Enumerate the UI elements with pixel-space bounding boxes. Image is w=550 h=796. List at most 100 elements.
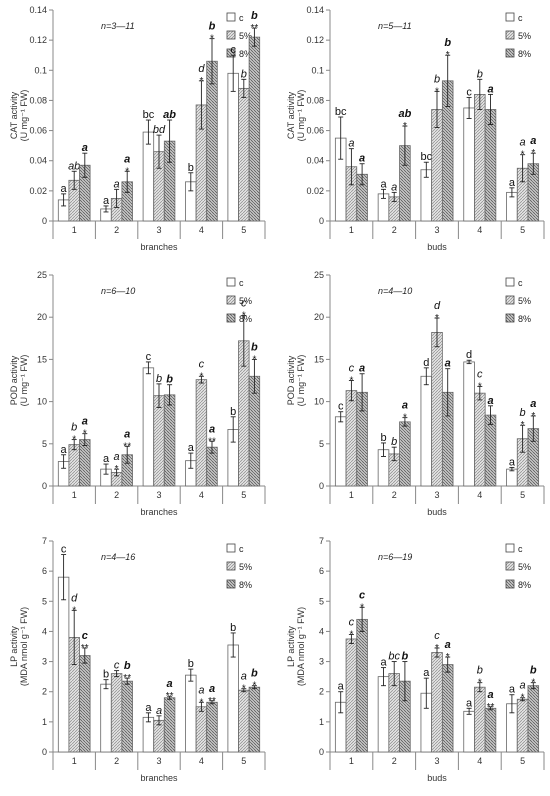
significance-star: * <box>521 693 525 704</box>
group-letter: c <box>477 368 483 380</box>
x-tick-label: 1 <box>349 490 354 500</box>
y-tick-label: 0.06 <box>29 126 47 136</box>
bar <box>163 697 176 753</box>
bar <box>227 644 239 753</box>
group-letter: d <box>466 349 472 361</box>
bar <box>68 444 80 487</box>
bar <box>57 576 70 753</box>
bar <box>153 395 165 487</box>
x-tick-label: 2 <box>114 756 119 766</box>
bar <box>516 698 529 753</box>
bar <box>431 331 443 487</box>
group-letter: d <box>71 592 78 604</box>
y-tick-label: 0.04 <box>306 156 324 166</box>
group-letter: a <box>167 678 173 690</box>
bar <box>206 60 218 222</box>
bar <box>79 439 91 487</box>
bar <box>163 394 176 487</box>
y-axis-label-line: (U mg⁻¹ FW) <box>19 355 29 407</box>
bar <box>121 680 133 753</box>
y-tick-label: 20 <box>37 312 47 322</box>
n-label: n=3—11 <box>101 21 135 31</box>
panel-bottom-left: 0 1 2 3 4 5 6 7 LP activity(MDA nmol g⁻¹ FW) 1 2 3 4… <box>9 536 266 783</box>
y-tick-label: 15 <box>314 354 324 364</box>
legend-label: c <box>239 278 244 288</box>
y-axis-label-line: (MDA nmol g⁻¹ FW) <box>296 607 306 686</box>
y-tick-label: 25 <box>37 270 47 280</box>
x-tick-label: 4 <box>199 490 204 500</box>
bar <box>356 618 368 753</box>
group-letter: a <box>487 83 493 95</box>
significance-star: * <box>115 464 119 475</box>
legend-swatch <box>226 579 236 589</box>
group-letter: a <box>445 639 451 651</box>
y-tick-label: 0.06 <box>306 126 324 136</box>
significance-star: * <box>403 121 407 132</box>
y-tick-label: 10 <box>37 397 47 407</box>
x-tick-label: 4 <box>477 490 482 500</box>
group-letter: b <box>71 422 77 434</box>
legend-label: 5% <box>518 296 531 306</box>
n-label: n=6—10 <box>101 286 135 296</box>
group-letter: a <box>82 142 88 154</box>
y-tick-label: 3 <box>42 657 47 667</box>
y-tick-label: 0.14 <box>29 5 47 15</box>
bar <box>238 689 250 753</box>
x-tick-label: 4 <box>199 756 204 766</box>
y-tick-label: 0 <box>319 216 324 226</box>
group-letter: a <box>348 138 354 150</box>
significance-star: * <box>435 86 439 97</box>
group-letter: b <box>230 406 236 418</box>
group-letter: c <box>230 44 236 56</box>
significance-star: * <box>242 311 246 322</box>
y-tick-label: 2 <box>42 687 47 697</box>
y-axis-label-line: (U mg⁻¹ FW) <box>19 90 29 142</box>
group-letter: c <box>338 401 344 413</box>
legend-swatch <box>226 295 236 305</box>
group-letter: b <box>391 436 397 448</box>
y-axis-label-line: CAT activity <box>286 91 296 139</box>
group-letter: c <box>199 358 205 370</box>
x-tick-label: 3 <box>434 490 439 500</box>
bar <box>463 107 475 222</box>
legend-swatch <box>226 30 236 40</box>
bar <box>420 375 433 487</box>
y-tick-label: 5 <box>42 596 47 606</box>
x-axis-label: buds <box>427 242 447 252</box>
x-axis-label: branches <box>140 507 178 517</box>
significance-star: * <box>446 50 450 61</box>
y-tick-label: 3 <box>319 657 324 667</box>
group-letter: a <box>61 444 68 456</box>
group-letter: a <box>509 684 516 696</box>
group-letter: c <box>146 351 152 363</box>
significance-star: * <box>531 148 535 159</box>
group-letter: b <box>520 407 526 419</box>
bar <box>463 710 475 753</box>
y-tick-label: 5 <box>319 439 324 449</box>
bar <box>195 379 208 487</box>
bar <box>474 94 486 222</box>
bar <box>206 701 218 753</box>
legend-label: c <box>239 13 244 23</box>
x-axis-label: buds <box>427 507 447 517</box>
group-letter: a <box>209 423 215 435</box>
y-axis-label: CAT activity(U mg⁻¹ FW) <box>9 90 29 142</box>
group-letter: c <box>241 298 247 310</box>
x-tick-label: 5 <box>520 756 525 766</box>
bar <box>142 716 155 753</box>
group-letter: a <box>380 657 387 669</box>
bar <box>79 655 91 753</box>
legend-swatch <box>505 277 515 287</box>
y-tick-label: 10 <box>314 397 324 407</box>
x-axis-label: branches <box>140 773 178 783</box>
y-axis-label-line: (U mg⁻¹ FW) <box>296 90 306 142</box>
y-tick-label: 0.04 <box>29 156 47 166</box>
bar <box>484 414 497 487</box>
x-tick-label: 5 <box>241 756 246 766</box>
legend-swatch <box>505 579 515 589</box>
significance-star: * <box>199 371 203 382</box>
y-tick-label: 1 <box>319 717 324 727</box>
significance-star: * <box>242 684 246 695</box>
panel-top-left: 0 0.02 0.04 0.06 0.08 0.1 0.12 0.14 CAT activity… <box>9 5 266 252</box>
y-tick-label: 0.02 <box>29 186 47 196</box>
